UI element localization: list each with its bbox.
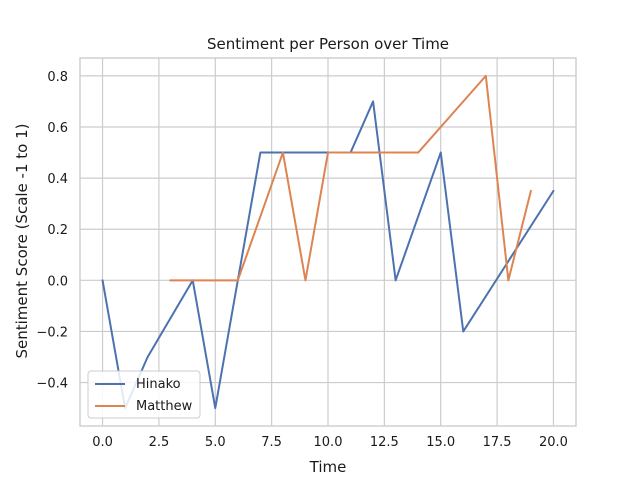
x-tick-label: 20.0 [539,435,568,450]
x-tick-label: 10.0 [314,435,343,450]
ticks-layer: 0.0 2.5 5.0 7.5 10.0 12.5 15.0 17.5 20.0 −0.4 −0.2… [36,70,568,450]
x-tick-label: 5.0 [205,435,226,450]
x-tick-label: 0.0 [92,435,113,450]
series-line-matthew [169,74,532,282]
legend-label-matthew: Matthew [136,399,193,414]
legend-label-hinako: Hinako [136,377,181,392]
y-tick-label: −0.2 [36,325,68,340]
y-axis-label: Sentiment Score (Scale -1 to 1) [13,123,31,358]
series-line-hinako [101,100,555,410]
plot-frame [79,57,577,427]
x-tick-label: 2.5 [149,435,170,450]
x-tick-label: 15.0 [426,435,455,450]
x-tick-label: 7.5 [261,435,282,450]
legend: Hinako Matthew [87,370,201,419]
x-axis-label: Time [309,458,347,476]
y-tick-label: 0.4 [47,172,68,187]
series-layer [101,74,555,410]
y-tick-label: 0.0 [47,274,68,289]
chart-title: Sentiment per Person over Time [207,35,449,53]
y-tick-label: 0.2 [47,223,68,238]
y-tick-label: 0.6 [47,121,68,136]
x-tick-label: 17.5 [483,435,512,450]
y-tick-label: 0.8 [47,70,68,85]
y-tick-label: −0.4 [36,377,68,392]
x-tick-label: 12.5 [370,435,399,450]
